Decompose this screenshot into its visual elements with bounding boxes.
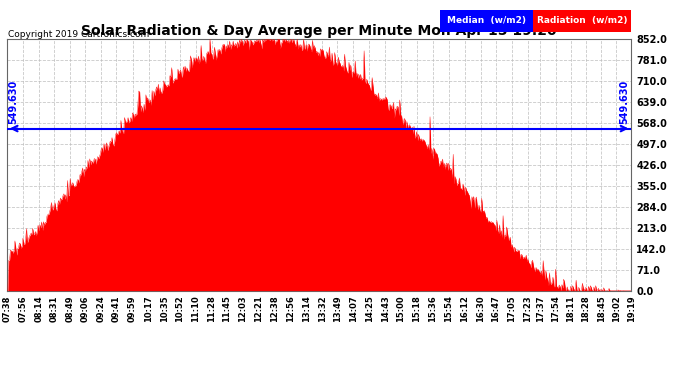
Text: Median  (w/m2): Median (w/m2) xyxy=(447,16,526,26)
Title: Solar Radiation & Day Average per Minute Mon Apr 15 19:20: Solar Radiation & Day Average per Minute… xyxy=(81,24,557,38)
Text: Copyright 2019 Cartronics.com: Copyright 2019 Cartronics.com xyxy=(8,30,150,39)
Text: 549.630: 549.630 xyxy=(9,80,19,124)
Text: 549.630: 549.630 xyxy=(620,80,629,124)
Text: Radiation  (w/m2): Radiation (w/m2) xyxy=(537,16,628,26)
